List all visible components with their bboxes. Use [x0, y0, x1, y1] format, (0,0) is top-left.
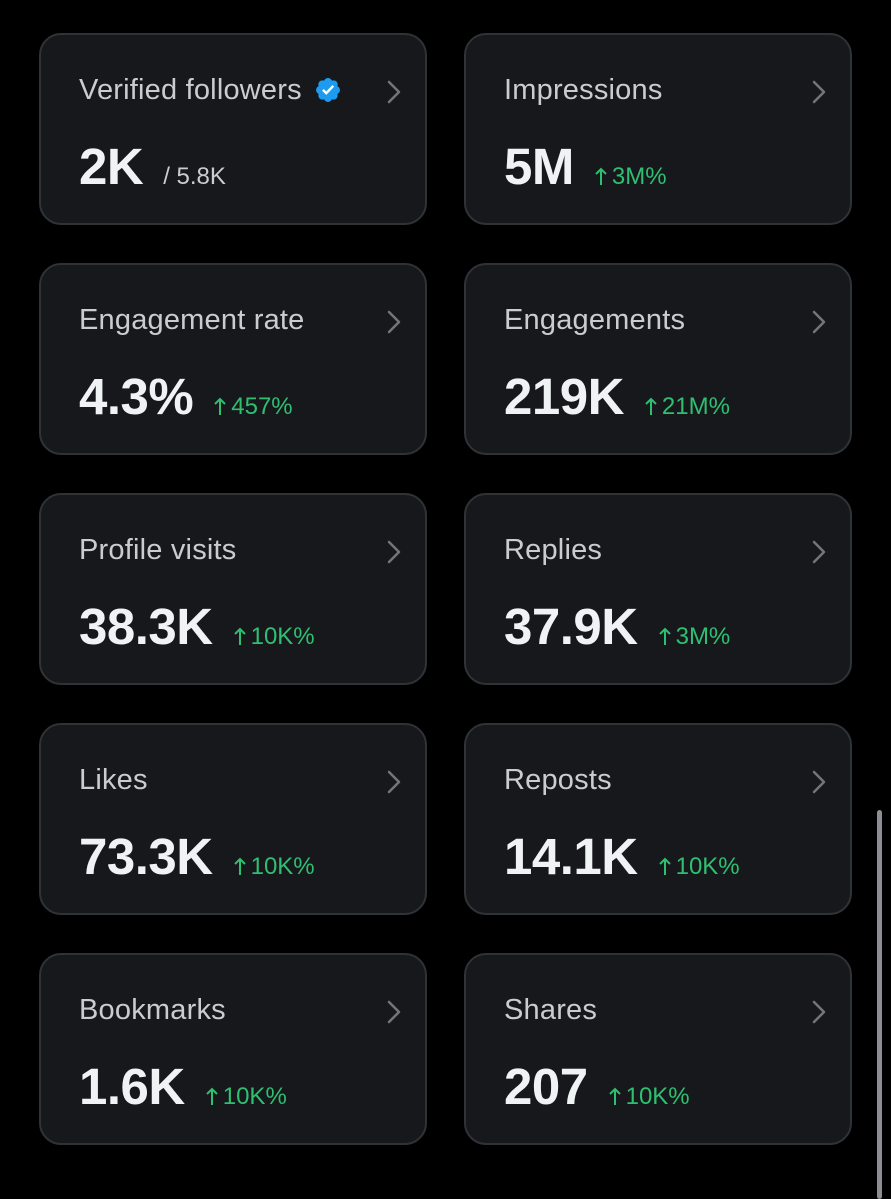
card-verified-followers[interactable]: Verified followers 2K / 5.8K: [39, 33, 427, 225]
value-row: 1.6K 10K%: [79, 1059, 287, 1115]
card-engagements[interactable]: Engagements 219K 21M%: [464, 263, 852, 455]
card-title: Likes: [79, 764, 148, 796]
arrow-up-icon: [645, 397, 657, 415]
chevron-right-icon: [387, 540, 401, 564]
metric-value: 38.3K: [79, 598, 213, 655]
card-bookmarks[interactable]: Bookmarks 1.6K 10K%: [39, 953, 427, 1145]
change-value: 10K%: [222, 1083, 287, 1110]
chevron-right-icon: [812, 310, 826, 334]
metric-change: 10K%: [205, 1083, 287, 1111]
card-title: Verified followers: [79, 74, 302, 106]
card-title: Shares: [504, 994, 598, 1026]
change-value: 3M%: [675, 623, 731, 650]
card-replies[interactable]: Replies 37.9K 3M%: [464, 493, 852, 685]
metric-total: / 5.8K: [163, 163, 226, 190]
metric-value: 219K: [504, 368, 624, 425]
chevron-right-icon: [387, 80, 401, 104]
chevron-right-icon: [812, 1000, 826, 1024]
metric-value: 2K: [79, 138, 144, 195]
change-value: 21M%: [661, 393, 730, 420]
chevron-right-icon: [387, 1000, 401, 1024]
chevron-right-icon: [387, 310, 401, 334]
change-value: 10K%: [625, 1083, 690, 1110]
metric-change: 21M%: [644, 393, 730, 421]
value-row: 5M 3M%: [504, 139, 667, 195]
metric-change: 10K%: [608, 1083, 690, 1111]
metric-value: 207: [504, 1058, 588, 1115]
chevron-right-icon: [812, 80, 826, 104]
metric-change: 3M%: [658, 623, 731, 651]
card-title: Engagement rate: [79, 304, 305, 336]
change-value: 3M%: [611, 163, 667, 190]
change-value: 10K%: [675, 853, 740, 880]
value-row: 2K / 5.8K: [79, 139, 226, 195]
metric-value: 37.9K: [504, 598, 638, 655]
value-row: 73.3K 10K%: [79, 829, 315, 885]
card-impressions[interactable]: Impressions 5M 3M%: [464, 33, 852, 225]
metric-change: 10K%: [233, 623, 315, 651]
arrow-up-icon: [608, 1087, 621, 1105]
card-title: Bookmarks: [79, 994, 226, 1026]
card-engagement-rate[interactable]: Engagement rate 4.3% 457%: [39, 263, 427, 455]
metric-value: 14.1K: [504, 828, 638, 885]
change-value: 10K%: [250, 853, 315, 880]
metric-change: 10K%: [658, 853, 740, 881]
card-title: Impressions: [504, 74, 663, 106]
chevron-right-icon: [387, 770, 401, 794]
value-row: 37.9K 3M%: [504, 599, 730, 655]
metric-value: 73.3K: [79, 828, 213, 885]
change-value: 10K%: [250, 623, 315, 650]
value-row: 14.1K 10K%: [504, 829, 740, 885]
value-row: 219K 21M%: [504, 369, 730, 425]
arrow-up-icon: [206, 1087, 218, 1105]
chevron-right-icon: [812, 540, 826, 564]
scrollbar[interactable]: [877, 810, 882, 1199]
arrow-up-icon: [658, 627, 671, 645]
value-row: 4.3% 457%: [79, 369, 293, 425]
metric-value: 4.3%: [79, 368, 194, 425]
value-row: 207 10K%: [504, 1059, 690, 1115]
arrow-up-icon: [214, 397, 226, 415]
metric-change: 3M%: [594, 163, 667, 191]
card-shares[interactable]: Shares 207 10K%: [464, 953, 852, 1145]
value-row: 38.3K 10K%: [79, 599, 315, 655]
card-likes[interactable]: Likes 73.3K 10K%: [39, 723, 427, 915]
metric-change: 457%: [213, 393, 293, 421]
verified-badge-icon: [315, 78, 340, 102]
metric-value: 5M: [504, 138, 574, 195]
card-reposts[interactable]: Reposts 14.1K 10K%: [464, 723, 852, 915]
card-title: Replies: [504, 534, 603, 566]
arrow-up-icon: [658, 857, 671, 875]
arrow-up-icon: [233, 857, 246, 875]
card-title-wrap: Verified followers: [79, 73, 342, 107]
card-profile-visits[interactable]: Profile visits 38.3K 10K%: [39, 493, 427, 685]
metric-value: 1.6K: [79, 1058, 185, 1115]
arrow-up-icon: [595, 167, 607, 185]
card-title: Reposts: [504, 764, 612, 796]
card-title: Engagements: [504, 304, 686, 336]
chevron-right-icon: [812, 770, 826, 794]
metric-change: 10K%: [233, 853, 315, 881]
card-title: Profile visits: [79, 534, 237, 566]
arrow-up-icon: [233, 627, 246, 645]
change-value: 457%: [231, 393, 293, 420]
metrics-grid: Verified followers 2K / 5.8K Impressions…: [39, 33, 852, 1145]
